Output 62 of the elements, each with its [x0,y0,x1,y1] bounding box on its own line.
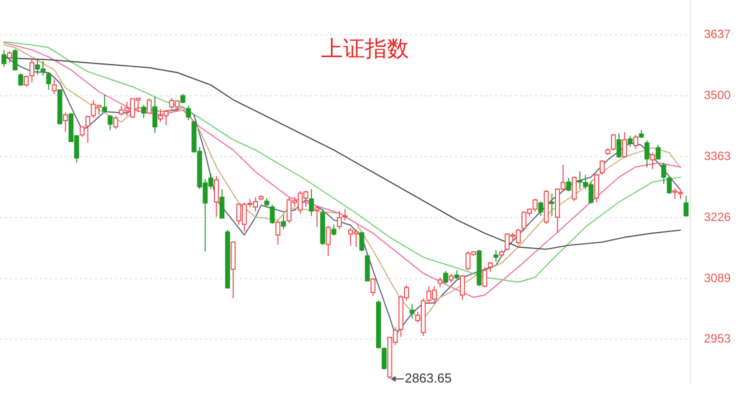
text: 上证指数 [321,36,409,61]
candlestick [281,214,286,230]
candlestick [460,274,465,300]
y-tick-label: 2953 [704,331,732,346]
candlestick [610,133,616,151]
candlestick [538,201,544,216]
candlestick [656,144,661,160]
candlestick [684,195,689,217]
candlestick [24,75,29,88]
candlestick [594,173,600,204]
candlestick [633,134,638,150]
candlestick [382,346,387,370]
candlestick [80,126,85,138]
candlestick [113,115,118,130]
candlestick [666,176,672,194]
candlestick [308,188,314,216]
candlestick [275,220,280,246]
candlestick [108,114,113,130]
y-tick-label: 3089 [704,270,732,285]
candlestick [220,188,224,219]
candlestick [494,250,498,262]
y-tick-label: 3226 [704,210,732,224]
candlestick [18,72,24,86]
candlestick [616,133,622,159]
candlestick [438,276,443,288]
candlestick [644,140,650,168]
y-tick-label: 3363 [704,148,732,163]
y-tick-label: 3637 [704,26,732,41]
candlestick [331,224,336,236]
candlestick [622,132,628,159]
candlestick [370,278,376,296]
candlestick [29,58,34,83]
candlestick [46,72,52,90]
candlestick [52,79,57,94]
candlestick [661,162,666,184]
candlestick [482,266,488,288]
candlestick [650,152,655,170]
candlestick [443,270,448,284]
candlestick [410,303,415,319]
annotation: 2863.65 [404,370,452,386]
candlestick [628,135,633,148]
candlestick [85,115,90,144]
candlestick [549,193,554,216]
candlestick [270,204,275,224]
candlestick [146,98,152,114]
candlestick [314,206,320,228]
candlestick [488,261,493,272]
candlestick [326,225,331,256]
candlestick [566,178,572,192]
candlestick [572,176,577,202]
candlestick [1,49,6,68]
candlestick [12,48,18,70]
candlestick [7,50,12,64]
candlestick [600,160,605,176]
y-tick-label: 3500 [704,88,732,102]
candlestick [186,104,191,121]
candlestick [141,104,146,118]
candlestick [359,230,364,252]
candlestick [152,96,158,134]
candlestick [214,175,219,218]
candlestick [62,112,68,132]
candlestick [102,94,108,113]
